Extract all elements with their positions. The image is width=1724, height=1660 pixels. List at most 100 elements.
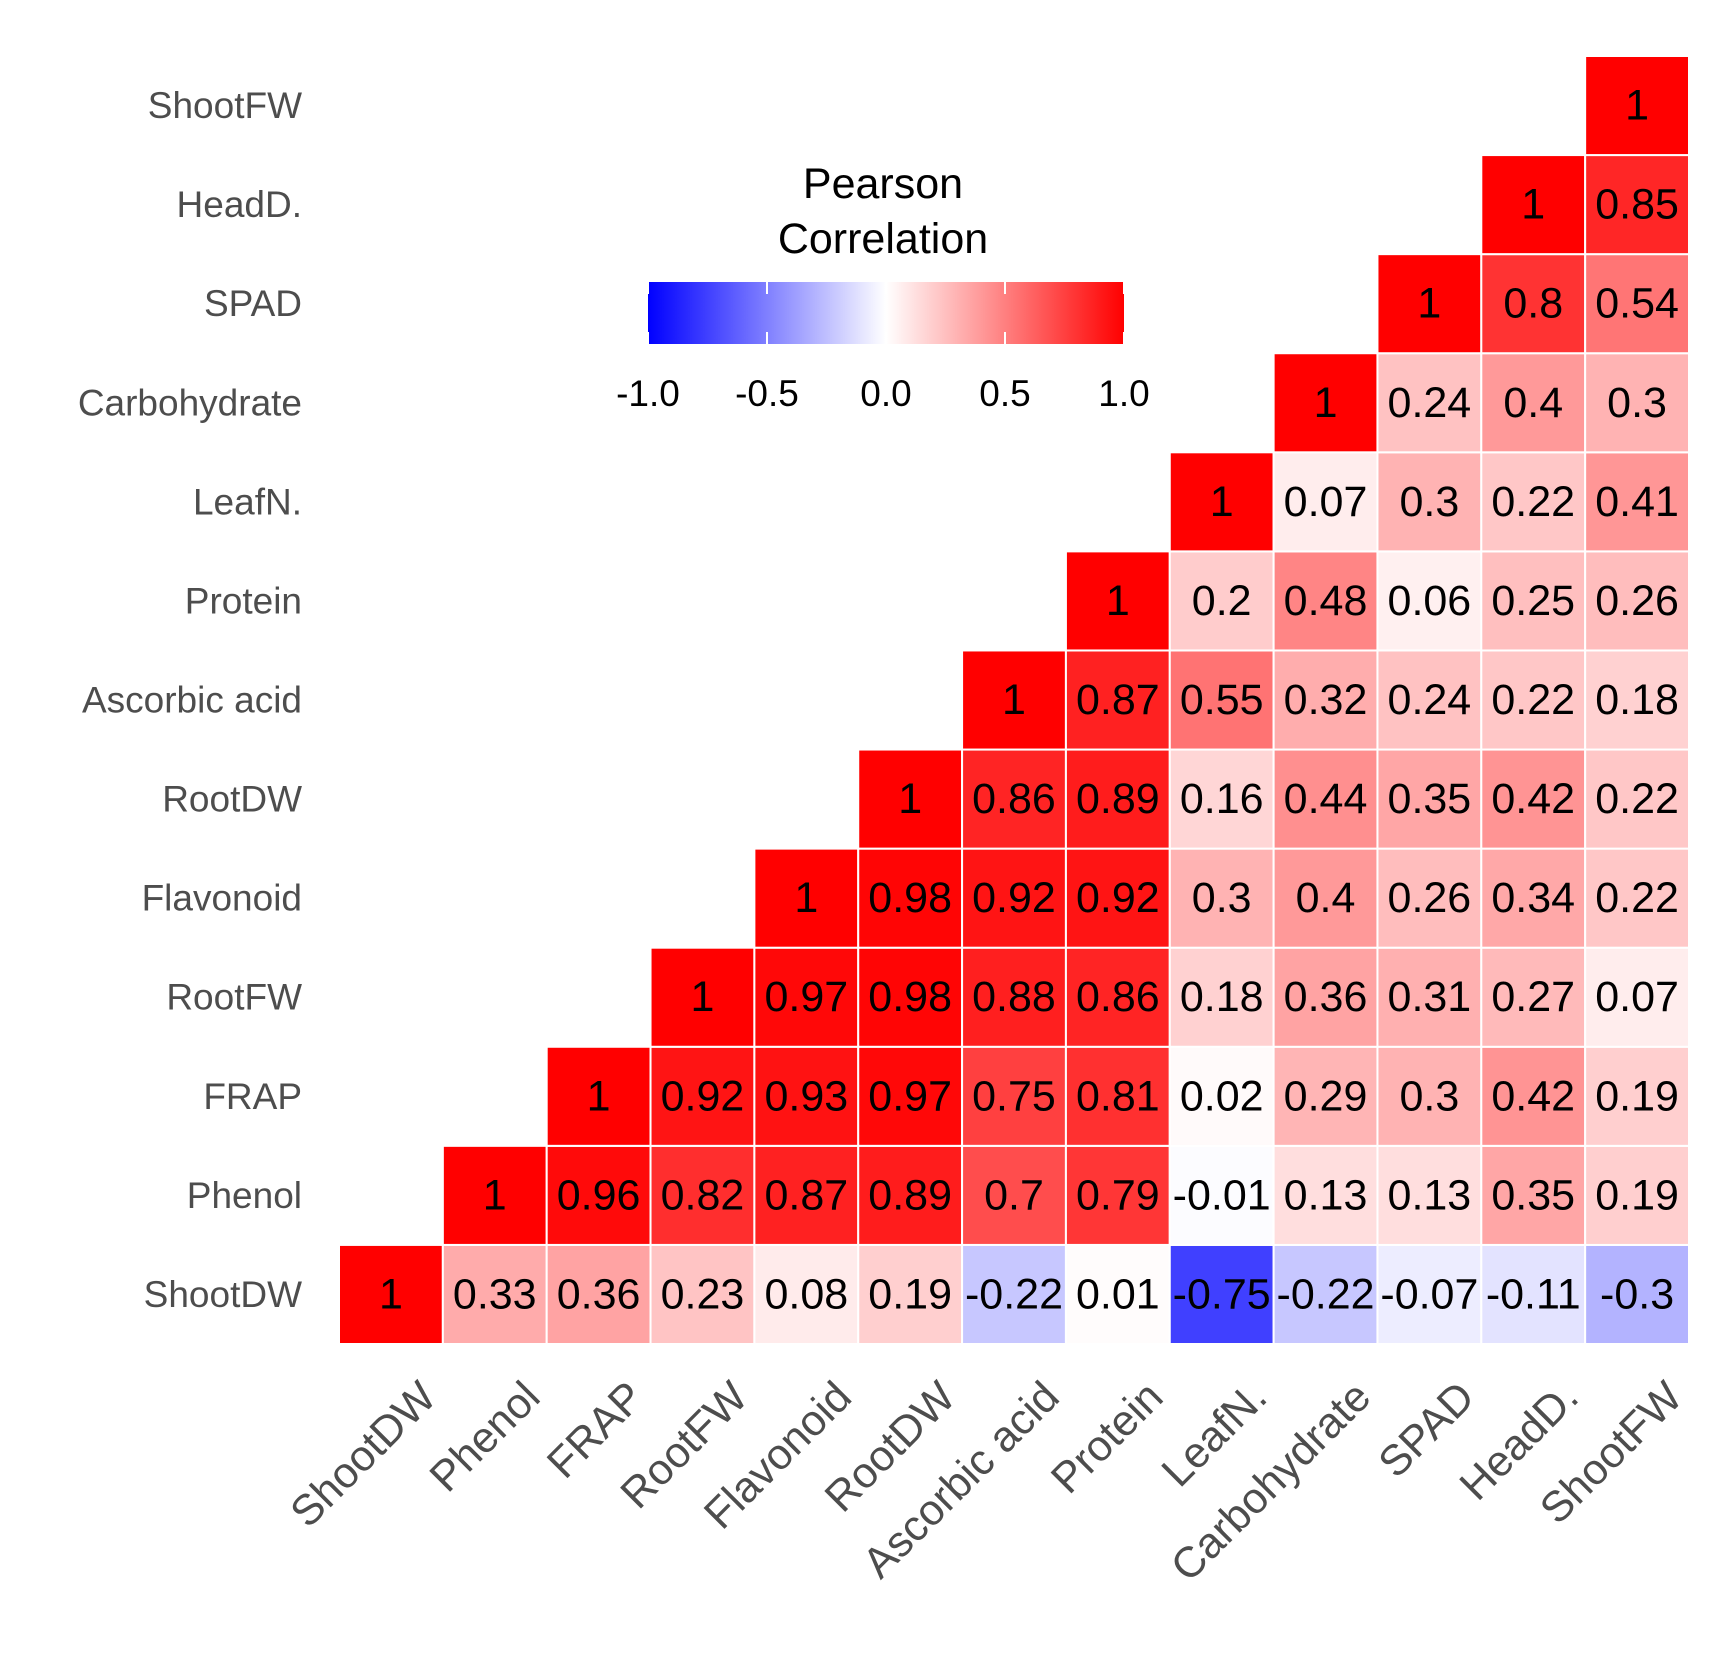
heatmap-cell-frap-spad (1376, 1045, 1483, 1147)
heatmap-cell-rootfw-rootfw (649, 946, 756, 1048)
cell-value-frap-frap: 1 (587, 1072, 611, 1120)
cell-value-rootfw-protein: 0.86 (1076, 973, 1160, 1021)
cell-value-rootdw-headd: 0.42 (1491, 775, 1575, 823)
cell-value-phenol-ascorbic-acid: 0.7 (984, 1171, 1044, 1219)
cell-value-ascorbic-acid-leafn: 0.55 (1180, 676, 1264, 724)
cell-value-leafn-shootfw: 0.41 (1595, 478, 1679, 526)
cell-value-rootfw-flavonoid: 0.97 (764, 973, 848, 1021)
cell-value-protein-spad: 0.06 (1388, 577, 1472, 625)
y-label-rootfw: RootFW (166, 977, 302, 1018)
heatmap-cell-shootdw-flavonoid (753, 1243, 860, 1346)
heatmap-cell-protein-headd (1480, 550, 1587, 652)
heatmap-cell-frap-headd (1480, 1045, 1587, 1147)
heatmap-cell-shootdw-shootfw (1584, 1243, 1690, 1346)
cell-value-phenol-flavonoid: 0.87 (764, 1171, 848, 1219)
heatmap-cell-shootdw-ascorbic-acid (961, 1243, 1067, 1346)
cell-value-protein-leafn: 0.2 (1192, 577, 1252, 625)
heatmap-cell-phenol-protein (1064, 1144, 1171, 1246)
cell-value-phenol-headd: 0.35 (1491, 1171, 1575, 1219)
cell-value-shootdw-headd: -0.11 (1486, 1270, 1581, 1318)
legend-tick-label: 1.0 (1098, 373, 1149, 414)
cell-value-phenol-phenol: 1 (483, 1171, 507, 1219)
y-label-phenol: Phenol (187, 1175, 302, 1216)
cell-value-shootdw-leafn: -0.75 (1173, 1270, 1271, 1318)
heatmap-cell-rootdw-rootdw (857, 748, 964, 850)
heatmap-cell-shootdw-shootdw (338, 1243, 444, 1346)
heatmap-cell-phenol-spad (1376, 1144, 1483, 1246)
cell-value-spad-shootfw: 0.54 (1595, 280, 1679, 328)
y-label-spad: SPAD (204, 283, 302, 324)
cell-value-shootdw-shootdw: 1 (379, 1270, 403, 1318)
cell-value-ascorbic-acid-spad: 0.24 (1388, 676, 1472, 724)
cell-value-shootdw-carbohydrate: -0.22 (1277, 1270, 1375, 1318)
cell-value-protein-carbohydrate: 0.48 (1284, 577, 1368, 625)
cell-value-phenol-carbohydrate: 0.13 (1284, 1171, 1368, 1219)
cell-value-headd-headd: 1 (1521, 181, 1545, 229)
heatmap-cell-headd-shootfw (1584, 154, 1690, 256)
heatmap-cell-spad-spad (1376, 253, 1483, 355)
cell-value-leafn-carbohydrate: 0.07 (1284, 478, 1368, 526)
cell-value-ascorbic-acid-protein: 0.87 (1076, 676, 1160, 724)
cell-value-rootdw-shootfw: 0.22 (1595, 775, 1679, 823)
cell-value-shootdw-phenol: 0.33 (453, 1270, 537, 1318)
cell-value-frap-rootfw: 0.92 (661, 1072, 745, 1120)
cell-value-flavonoid-headd: 0.34 (1491, 874, 1575, 922)
cell-value-shootdw-ascorbic-acid: -0.22 (965, 1270, 1063, 1318)
legend-tick-label: 0.0 (860, 373, 911, 414)
y-label-ascorbic-acid: Ascorbic acid (82, 680, 302, 721)
heatmap-cell-rootdw-shootfw (1584, 748, 1690, 850)
cell-value-rootfw-rootdw: 0.98 (868, 973, 952, 1021)
heatmap-cell-phenol-rootfw (649, 1144, 756, 1246)
cell-value-headd-shootfw: 0.85 (1595, 181, 1679, 229)
x-axis-labels: ShootDWPhenolFRAPRootFWFlavonoidRootDWAs… (281, 1372, 1691, 1590)
heatmap-cell-rootdw-carbohydrate (1272, 748, 1379, 850)
heatmap-cell-flavonoid-protein (1064, 847, 1171, 949)
cell-value-rootfw-ascorbic-acid: 0.88 (972, 973, 1056, 1021)
y-label-protein: Protein (185, 580, 302, 621)
heatmap-cell-labels: 1 0.33 0.36 0.23 0.08 0.19 -0.22 0.01 -0.75 -0.22… (379, 82, 1679, 1319)
heatmap-cell-shootdw-protein (1064, 1243, 1171, 1346)
heatmap-cell-carbohydrate-spad (1376, 352, 1483, 454)
color-legend: Pearson Correlation -1.0 -0.5 0.0 0.5 1.0 (616, 160, 1150, 414)
cell-value-protein-headd: 0.25 (1491, 577, 1575, 625)
heatmap-cell-protein-shootfw (1584, 550, 1690, 652)
y-label-flavonoid: Flavonoid (142, 878, 302, 919)
heatmap-cell-frap-shootfw (1584, 1045, 1690, 1147)
cell-value-rootfw-headd: 0.27 (1491, 973, 1575, 1021)
heatmap-cell-protein-carbohydrate (1272, 550, 1379, 652)
cell-value-shootdw-frap: 0.36 (557, 1270, 641, 1318)
heatmap-cell-carbohydrate-headd (1480, 352, 1587, 454)
cell-value-shootdw-protein: 0.01 (1076, 1270, 1160, 1318)
cell-value-flavonoid-flavonoid: 1 (794, 874, 818, 922)
legend-title-line2: Correlation (778, 215, 988, 263)
cell-value-rootdw-rootdw: 1 (898, 775, 922, 823)
heatmap-cell-frap-rootfw (649, 1045, 756, 1147)
cell-value-frap-carbohydrate: 0.29 (1284, 1072, 1368, 1120)
cell-value-frap-spad: 0.3 (1399, 1072, 1459, 1120)
heatmap-cell-carbohydrate-carbohydrate (1272, 352, 1379, 454)
x-label-phenol: Phenol (421, 1373, 550, 1502)
cell-value-protein-protein: 1 (1106, 577, 1130, 625)
y-label-rootdw: RootDW (162, 779, 302, 820)
heatmap-cell-headd-headd (1480, 154, 1587, 256)
heatmap-cell-shootdw-carbohydrate (1272, 1243, 1379, 1346)
legend-tick-label: -0.5 (735, 373, 799, 414)
cell-value-phenol-spad: 0.13 (1388, 1171, 1472, 1219)
cell-value-phenol-frap: 0.96 (557, 1171, 641, 1219)
heatmap-cell-shootfw-shootfw (1584, 55, 1690, 157)
legend-ticks: -1.0 -0.5 0.0 0.5 1.0 (616, 282, 1150, 414)
heatmap-cell-carbohydrate-shootfw (1584, 352, 1690, 454)
cell-value-carbohydrate-spad: 0.24 (1388, 379, 1472, 427)
heatmap-cells (338, 55, 1690, 1346)
heatmap-cell-flavonoid-rootdw (857, 847, 964, 949)
cell-value-phenol-rootdw: 0.89 (868, 1171, 952, 1219)
cell-value-flavonoid-spad: 0.26 (1388, 874, 1472, 922)
heatmap-cell-rootdw-spad (1376, 748, 1483, 850)
heatmap-cell-ascorbic-acid-leafn (1168, 649, 1275, 751)
heatmap-cell-ascorbic-acid-spad (1376, 649, 1483, 751)
heatmap-cell-spad-headd (1480, 253, 1587, 355)
cell-value-rootdw-protein: 0.89 (1076, 775, 1160, 823)
heatmap-cell-rootfw-leafn (1168, 946, 1275, 1048)
heatmap-cell-leafn-leafn (1168, 451, 1275, 553)
